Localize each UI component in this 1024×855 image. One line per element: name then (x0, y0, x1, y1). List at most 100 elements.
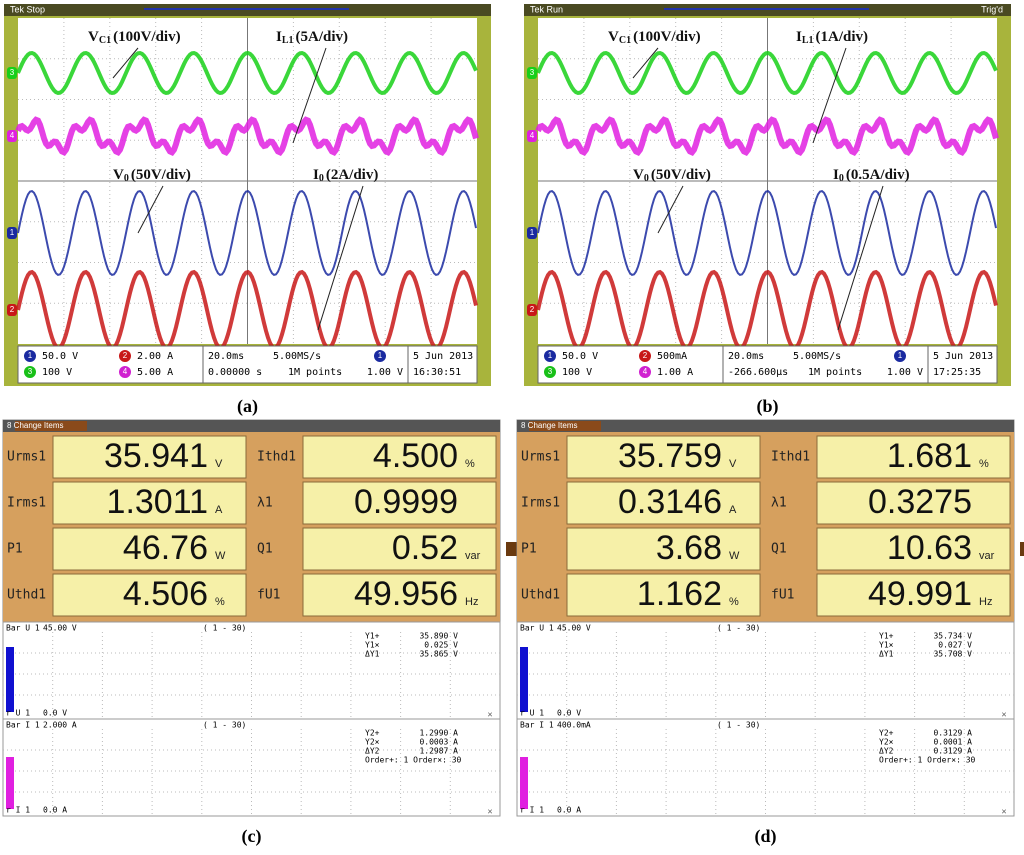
cursor-value: 0.0003 A (419, 738, 458, 747)
caption: (d) (755, 826, 777, 847)
close-mark: × (1001, 709, 1006, 719)
cursor-value: 35.734 V (933, 632, 972, 641)
arrow (292, 47, 327, 144)
bar-area (516, 718, 1015, 817)
channel-num: 2 (123, 351, 128, 360)
reading-value: 1.162 (637, 575, 722, 613)
label-sub: C1 (619, 35, 631, 46)
cursor-value: 0.027 V (938, 641, 972, 650)
reading-value: 49.991 (868, 575, 972, 613)
bar-foot: r I 1 (6, 806, 30, 815)
bar-title: Bar U 1 (6, 624, 40, 633)
channel-marker-label: 3 (530, 68, 535, 77)
reading-unit: Hz (979, 596, 992, 608)
label-scale: (50V/div) (131, 167, 191, 183)
cursor-value: 35.865 V (419, 650, 458, 659)
channel-setting: 2.00 A (137, 351, 173, 362)
bar-scale: 45.00 V (43, 624, 77, 633)
date: 5 Jun 2013 (933, 351, 993, 362)
cursor-name: Y1+ (879, 632, 894, 641)
channel-marker-label: 2 (10, 305, 15, 314)
reading-name: fU1 (257, 588, 280, 603)
reading-name: Urms1 (521, 450, 560, 465)
bar-title: Bar I 1 (520, 721, 554, 730)
reading-unit: W (215, 550, 226, 562)
cursor-name: Y2× (365, 738, 380, 747)
label-scale: (2A/div) (326, 167, 379, 183)
reading-name: Irms1 (521, 496, 560, 511)
arrow (317, 185, 364, 331)
reading-name: Urms1 (7, 450, 46, 465)
channel-marker (527, 227, 537, 239)
arrow (657, 185, 684, 234)
channel-marker (527, 130, 537, 142)
value-box (52, 435, 247, 479)
reading-unit: A (215, 504, 223, 516)
bar-zero: 0.0 V (43, 709, 67, 718)
value-box (816, 435, 1011, 479)
reading-value: 35.759 (618, 437, 722, 475)
cursor-name: Y1+ (365, 632, 380, 641)
value-box (816, 527, 1011, 571)
waveform (16, 50, 478, 96)
reading-unit: % (465, 458, 475, 470)
channel-badge (639, 350, 651, 362)
meter-header (517, 420, 1014, 432)
reading-unit: % (215, 596, 225, 608)
trigger-channel: 1 (898, 351, 903, 360)
trigger-channel: 1 (378, 351, 383, 360)
meter-header (3, 420, 500, 432)
channel-marker (7, 67, 17, 79)
label-main: V (88, 29, 99, 45)
channel-marker-label: 2 (530, 305, 535, 314)
bar-foot: r U 1 (520, 709, 544, 718)
channel-marker (7, 227, 17, 239)
cursor-name: ΔY2 (365, 747, 380, 756)
waveform (17, 190, 477, 276)
reading-value: 10.63 (887, 529, 972, 567)
sample-rate: 5.00MS/s (793, 351, 841, 362)
cursor-value: 1.2990 A (419, 729, 458, 738)
waveform (16, 269, 478, 351)
cursor-name: Y2× (879, 738, 894, 747)
reading-unit: % (729, 596, 739, 608)
channel-badge (544, 350, 556, 362)
wave-label: I0 (0.5A/div) (833, 167, 910, 184)
channel-setting: 100 V (562, 367, 592, 378)
reading-name: Q1 (257, 542, 273, 557)
label-main: I (833, 167, 839, 183)
channel-marker-label: 1 (530, 228, 535, 237)
channel-num: 4 (643, 367, 648, 376)
close-mark: × (487, 709, 492, 719)
trigger-level: 1.00 V (367, 367, 403, 378)
label-main: I (313, 167, 319, 183)
channel-setting: 50.0 V (42, 351, 78, 362)
order: Order+: 1 Order×: 30 (365, 756, 462, 765)
label-scale: (50V/div) (651, 167, 711, 183)
bar-scale: 45.00 V (557, 624, 591, 633)
channel-marker (527, 304, 537, 316)
cursor-value: 0.025 V (424, 641, 458, 650)
reading-unit: A (729, 504, 737, 516)
waveform (535, 116, 999, 157)
caption: (a) (237, 396, 258, 417)
value-box (816, 481, 1011, 525)
bar-area (2, 718, 501, 817)
waveform (537, 190, 997, 276)
cursor-name: Y2+ (365, 729, 380, 738)
label-main: V (608, 29, 619, 45)
header-tab (15, 421, 87, 431)
channel-badge (119, 350, 131, 362)
bar-area (2, 621, 501, 720)
bar-foot: r I 1 (520, 806, 544, 815)
trigger-badge (894, 350, 906, 362)
reading-name: λ1 (257, 496, 273, 511)
label-sub: 0 (319, 173, 324, 184)
label-sub: L1 (282, 35, 294, 46)
reading-name: Ithd1 (257, 450, 296, 465)
caption: (b) (757, 396, 779, 417)
meter-panel: 8 Change Items Urms1 35.941 V Irms1 1.3011 A P1… (2, 419, 520, 847)
reading-name: fU1 (771, 588, 794, 603)
channel-setting: 50.0 V (562, 351, 598, 362)
